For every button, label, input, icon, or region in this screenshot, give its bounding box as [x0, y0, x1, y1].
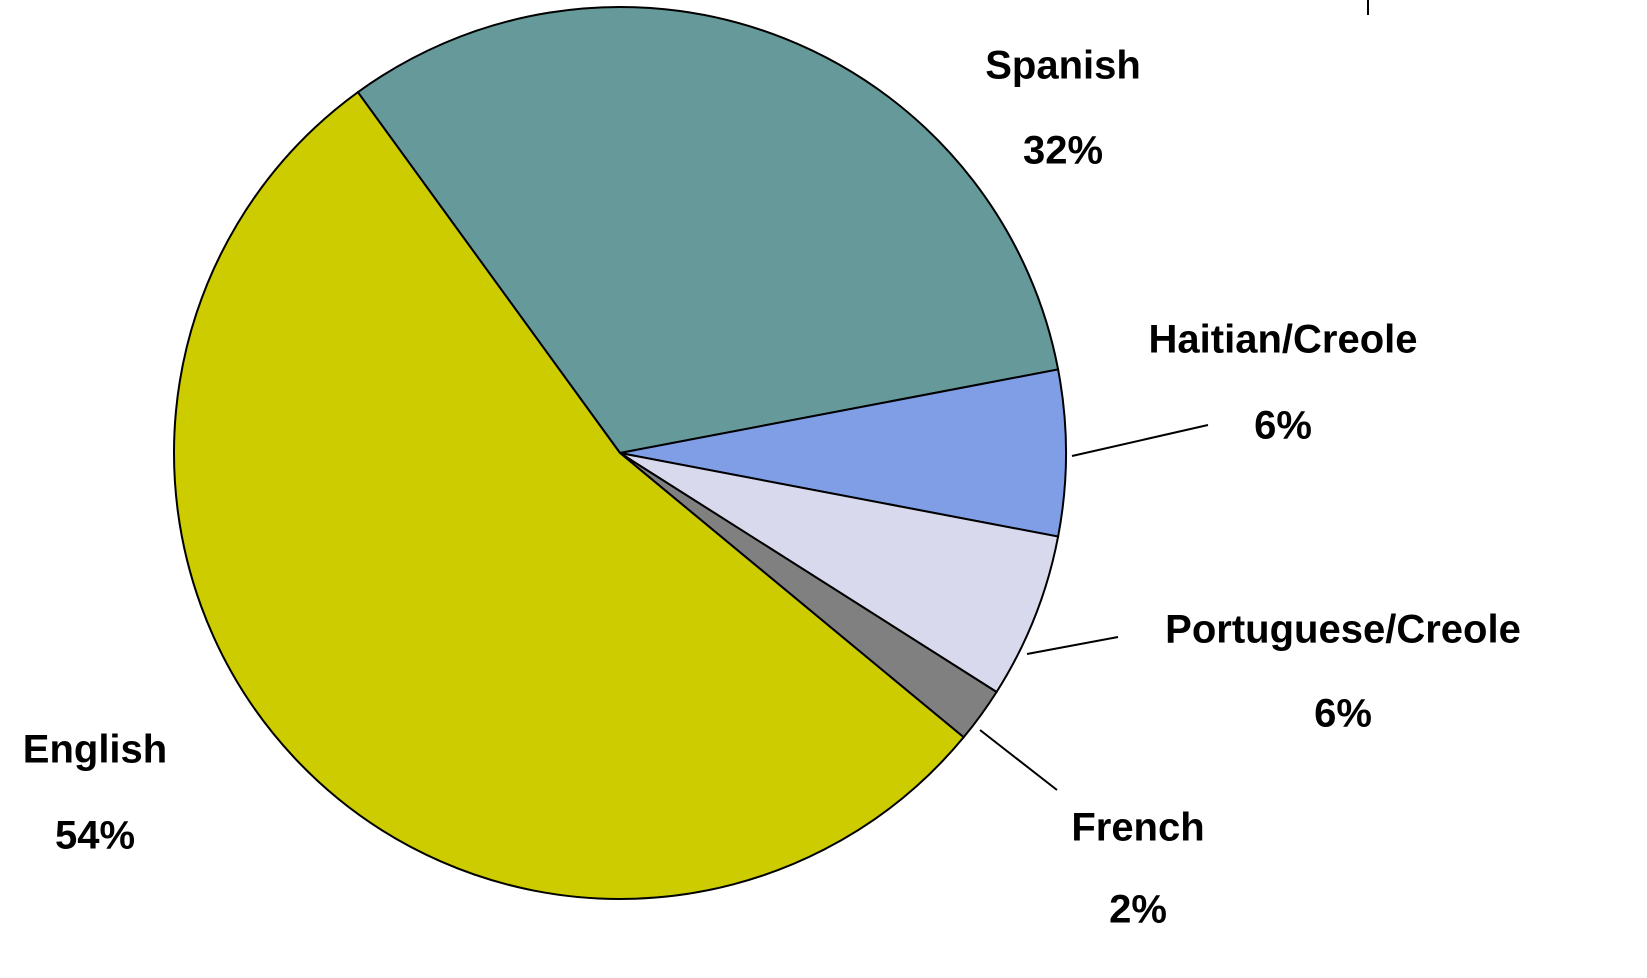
- value-label: 54%: [55, 814, 135, 858]
- slice-label: French: [1071, 806, 1204, 850]
- slice-label: English: [23, 728, 167, 772]
- value-label: 6%: [1314, 692, 1372, 736]
- value-label: 32%: [1023, 129, 1103, 173]
- slice-label: Portuguese/Creole: [1165, 608, 1521, 652]
- value-label: 2%: [1109, 888, 1167, 932]
- pie-slice: [619, 368, 1067, 538]
- pie-slice: [173, 90, 966, 900]
- slice-label: Haitian/Creole: [1149, 318, 1418, 362]
- value-label: 6%: [1254, 404, 1312, 448]
- leader-line: [1071, 424, 1209, 457]
- pie-slice: [619, 452, 1060, 694]
- pie-slice: [356, 6, 1060, 455]
- leader-line: [979, 729, 1058, 791]
- leader-line: [1026, 636, 1119, 655]
- slice-label: Spanish: [985, 44, 1141, 88]
